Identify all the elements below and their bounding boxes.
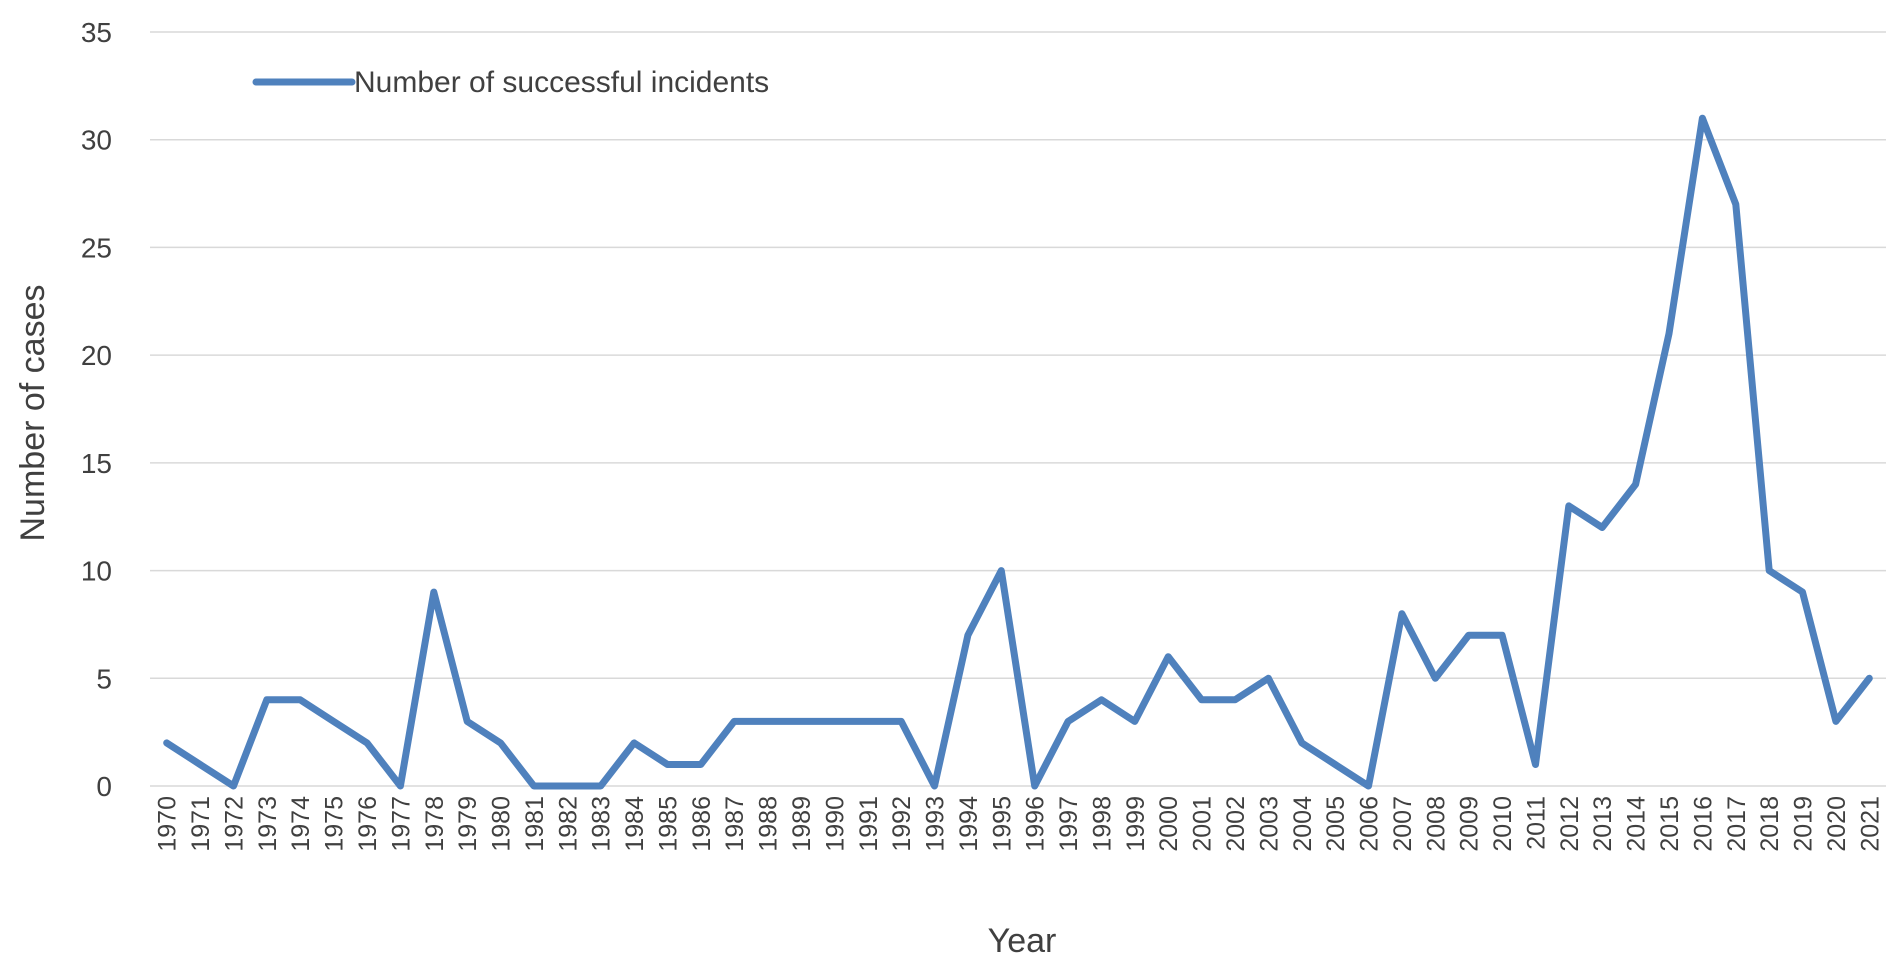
x-tick-label: 2020	[1823, 796, 1851, 852]
series-layer	[163, 114, 1873, 790]
x-tick-label: 1989	[788, 796, 816, 852]
x-tick-label: 1991	[855, 796, 883, 852]
x-tick-label: 2000	[1155, 796, 1183, 852]
x-tick-label: 1972	[220, 796, 248, 852]
x-tick-label: 1988	[755, 796, 783, 852]
x-tick-label: 2011	[1522, 796, 1550, 850]
x-tick-label: 1977	[387, 796, 415, 852]
gridlines	[150, 31, 1886, 787]
series-line-0	[163, 114, 1873, 790]
y-axis-ticks: 0 5 10 15 20 25 30 35	[81, 17, 112, 802]
y-tick-label: 15	[81, 448, 112, 479]
x-tick-label: 2012	[1556, 796, 1584, 852]
x-tick-label: 2008	[1422, 796, 1450, 852]
x-tick-label: 1982	[554, 796, 582, 852]
x-tick-label: 1984	[621, 796, 649, 852]
x-tick-label: 1981	[521, 796, 549, 852]
x-tick-label: 1983	[588, 796, 616, 852]
x-tick-label: 1994	[955, 796, 983, 852]
x-tick-label: 1974	[287, 796, 315, 852]
x-tick-label: 1993	[922, 796, 950, 852]
y-tick-label: 35	[81, 17, 112, 48]
x-tick-label: 1979	[454, 796, 482, 852]
x-tick-label: 1997	[1055, 796, 1083, 852]
x-tick-label: 2005	[1322, 796, 1350, 852]
x-tick-label: 1995	[988, 796, 1016, 852]
x-tick-label: 2006	[1356, 796, 1384, 852]
x-tick-label: 2015	[1656, 796, 1684, 852]
x-tick-label: 1973	[254, 796, 282, 852]
x-tick-label: 2010	[1489, 796, 1517, 852]
x-tick-label: 1986	[688, 796, 716, 852]
y-tick-label: 5	[96, 663, 112, 694]
x-tick-label: 1999	[1122, 796, 1150, 852]
x-tick-label: 2014	[1623, 796, 1651, 852]
x-tick-label: 2004	[1289, 796, 1317, 852]
x-tick-label: 1998	[1088, 796, 1116, 852]
y-tick-label: 10	[81, 556, 112, 587]
x-tick-label: 1990	[821, 796, 849, 852]
x-tick-label: 1987	[721, 796, 749, 852]
y-tick-label: 0	[96, 771, 112, 802]
y-tick-label: 25	[81, 232, 112, 263]
x-tick-label: 1976	[354, 796, 382, 852]
x-tick-label: 1970	[154, 796, 182, 852]
x-tick-label: 2002	[1222, 796, 1250, 852]
x-tick-label: 2017	[1723, 796, 1751, 852]
x-tick-label: 2007	[1389, 796, 1417, 852]
x-tick-label: 1980	[488, 796, 516, 852]
x-tick-label: 2009	[1456, 796, 1484, 852]
x-tick-label: 2016	[1689, 796, 1717, 852]
x-tick-label: 2021	[1856, 796, 1884, 852]
legend: Number of successful incidents	[252, 66, 769, 99]
x-tick-label: 1971	[187, 796, 215, 852]
legend-label: Number of successful incidents	[354, 66, 769, 99]
x-axis-ticks: 1970 1971 1972 1973 1974 1975 1976 1977 1978 1979…	[154, 796, 1885, 852]
x-tick-label: 1985	[654, 796, 682, 852]
x-tick-label: 2001	[1189, 796, 1217, 852]
y-tick-label: 30	[81, 125, 112, 156]
y-tick-label: 20	[81, 340, 112, 371]
x-tick-label: 2003	[1255, 796, 1283, 852]
x-tick-label: 1992	[888, 796, 916, 852]
x-tick-label: 2013	[1589, 796, 1617, 852]
x-tick-label: 1975	[321, 796, 349, 852]
x-tick-label: 2019	[1790, 796, 1818, 852]
x-tick-label: 1978	[421, 796, 449, 852]
x-tick-label: 1996	[1022, 796, 1050, 852]
x-tick-label: 2018	[1756, 796, 1784, 852]
x-axis-title: Year	[988, 922, 1057, 960]
y-axis-title: Number of cases	[14, 285, 52, 542]
